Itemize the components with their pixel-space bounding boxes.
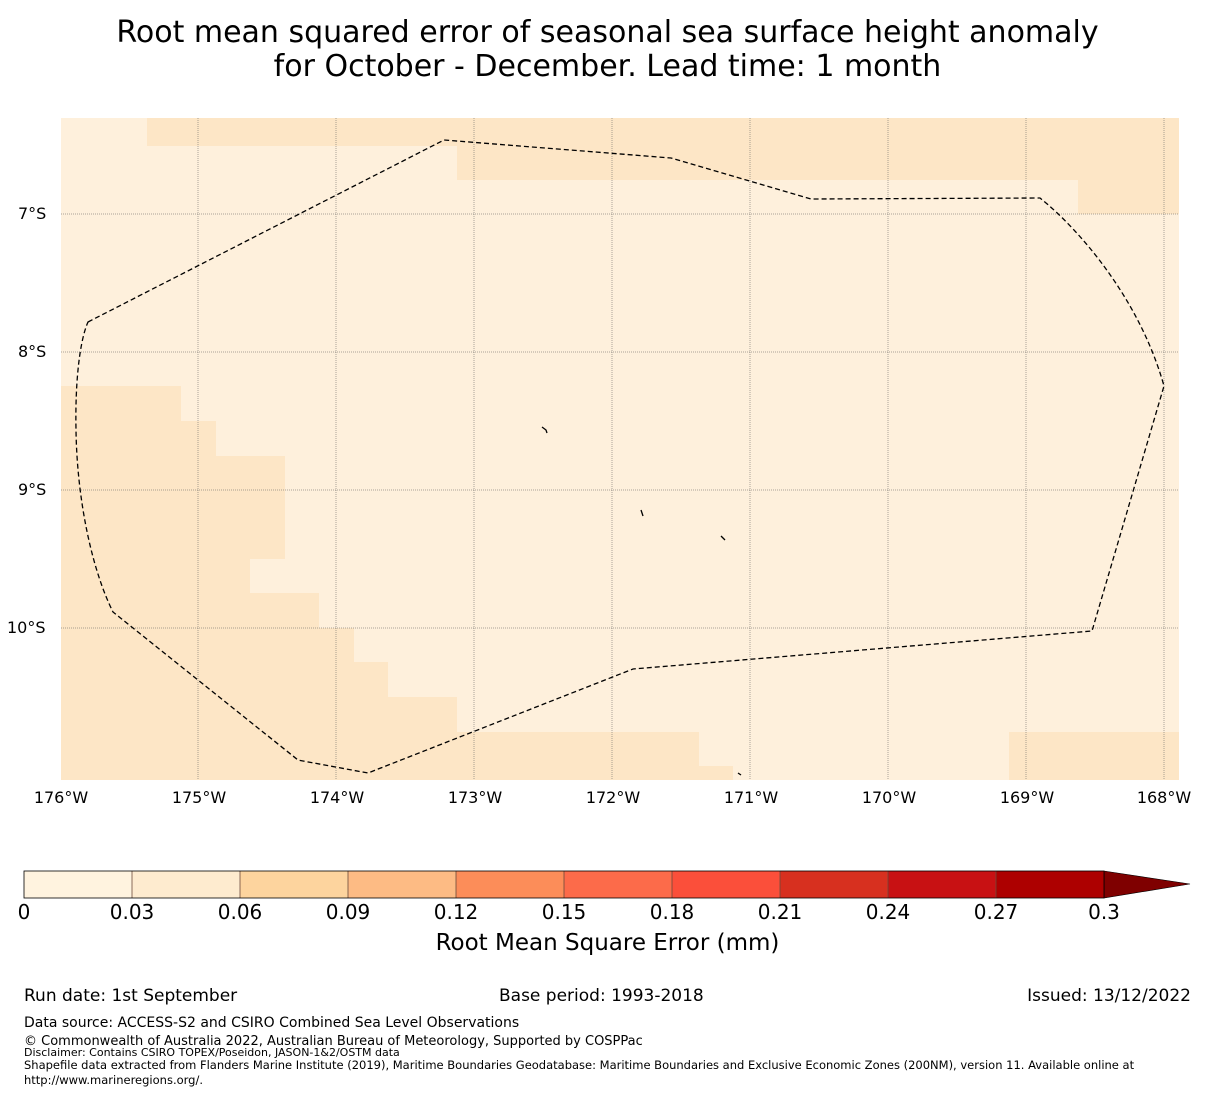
colorbar [23,870,1191,899]
shapefile-url: http://www.marineregions.org/. [24,1073,203,1087]
colorbar-dividers [131,871,997,898]
colorbar-segment-8 [888,871,996,898]
lon-label-169w: 169°W [999,788,1055,807]
cell-left-3 [216,456,285,559]
island-atafu [541,426,548,434]
lat-label-9s: 9°S [18,480,47,499]
map-title-line-2: for October - December. Lead time: 1 mon… [273,49,942,84]
colorbar-tick-8: 0.24 [865,900,911,924]
cell-top-right [457,146,1179,180]
colorbar-extend-arrow [1103,870,1191,899]
lon-label-176w: 176°W [33,788,89,807]
cell-bottom-right [1009,732,1179,780]
eez-boundary [75,139,1165,774]
cell-left-7 [354,662,388,780]
lon-label-171w: 171°W [723,788,779,807]
colorbar-segment-4 [456,871,564,898]
colorbar-outline [23,870,1105,899]
rmse-cells-mid [61,118,1179,780]
run-date: Run date: 1st September [24,986,238,1006]
lon-label-173w: 173°W [447,788,503,807]
cell-left-2 [181,421,216,780]
colorbar-tick-5: 0.15 [541,900,587,924]
map-title-line-1: Root mean squared error of seasonal sea … [116,15,1099,50]
colorbar-segment-7 [780,871,888,898]
colorbar-segment-5 [564,871,672,898]
cell-left-8 [388,697,457,780]
data-source: Data source: ACCESS-S2 and CSIRO Combine… [24,1015,520,1031]
lat-label-7s: 7°S [18,204,47,223]
colorbar-segment-1 [132,871,240,898]
lon-label-175w: 175°W [171,788,227,807]
cell-bottom-1 [457,732,699,780]
cell-left-6 [319,628,354,780]
colorbar-tick-2: 0.06 [217,900,263,924]
lon-label-172w: 172°W [585,788,641,807]
issued-date: Issued: 13/12/2022 [1027,986,1191,1006]
disclaimer: Disclaimer: Contains CSIRO TOPEX/Poseido… [24,1046,400,1059]
colorbar-segment-2 [240,871,348,898]
cell-left-1 [61,386,181,780]
colorbar-tick-10: 0.3 [1088,900,1120,924]
cell-top-right-corner [1078,180,1179,214]
colorbar-segment-0 [24,871,132,898]
colorbar-segment-6 [672,871,780,898]
island-fakaofo [720,535,726,541]
lon-label-168w: 168°W [1136,788,1192,807]
island-nukunonu [640,509,644,517]
lat-label-10s: 10°S [7,618,46,637]
shapefile-credit: Shapefile data extracted from Flanders M… [24,1058,1135,1072]
lat-label-8s: 8°S [18,342,47,361]
colorbar-label: Root Mean Square Error (mm) [435,930,780,956]
graticule [61,118,1179,780]
colorbar-tick-4: 0.12 [433,900,479,924]
colorbar-segment-3 [348,871,456,898]
base-period: Base period: 1993-2018 [499,986,704,1006]
colorbar-segment-9 [996,871,1104,898]
cell-bottom-2 [699,766,733,780]
cell-left-4 [216,559,250,780]
lon-label-170w: 170°W [861,788,917,807]
copyright: © Commonwealth of Australia 2022, Austra… [24,1034,643,1049]
colorbar-tick-7: 0.21 [757,900,803,924]
colorbar-tick-6: 0.18 [649,900,695,924]
lon-label-174w: 174°W [309,788,365,807]
islands [541,426,742,776]
colorbar-tick-0: 0 [17,900,31,924]
cell-top-left [147,118,1179,146]
colorbar-tick-3: 0.09 [325,900,371,924]
island-swains [737,772,742,776]
cell-left-5 [250,593,319,780]
colorbar-tick-9: 0.27 [973,900,1019,924]
colorbar-tick-1: 0.03 [109,900,155,924]
